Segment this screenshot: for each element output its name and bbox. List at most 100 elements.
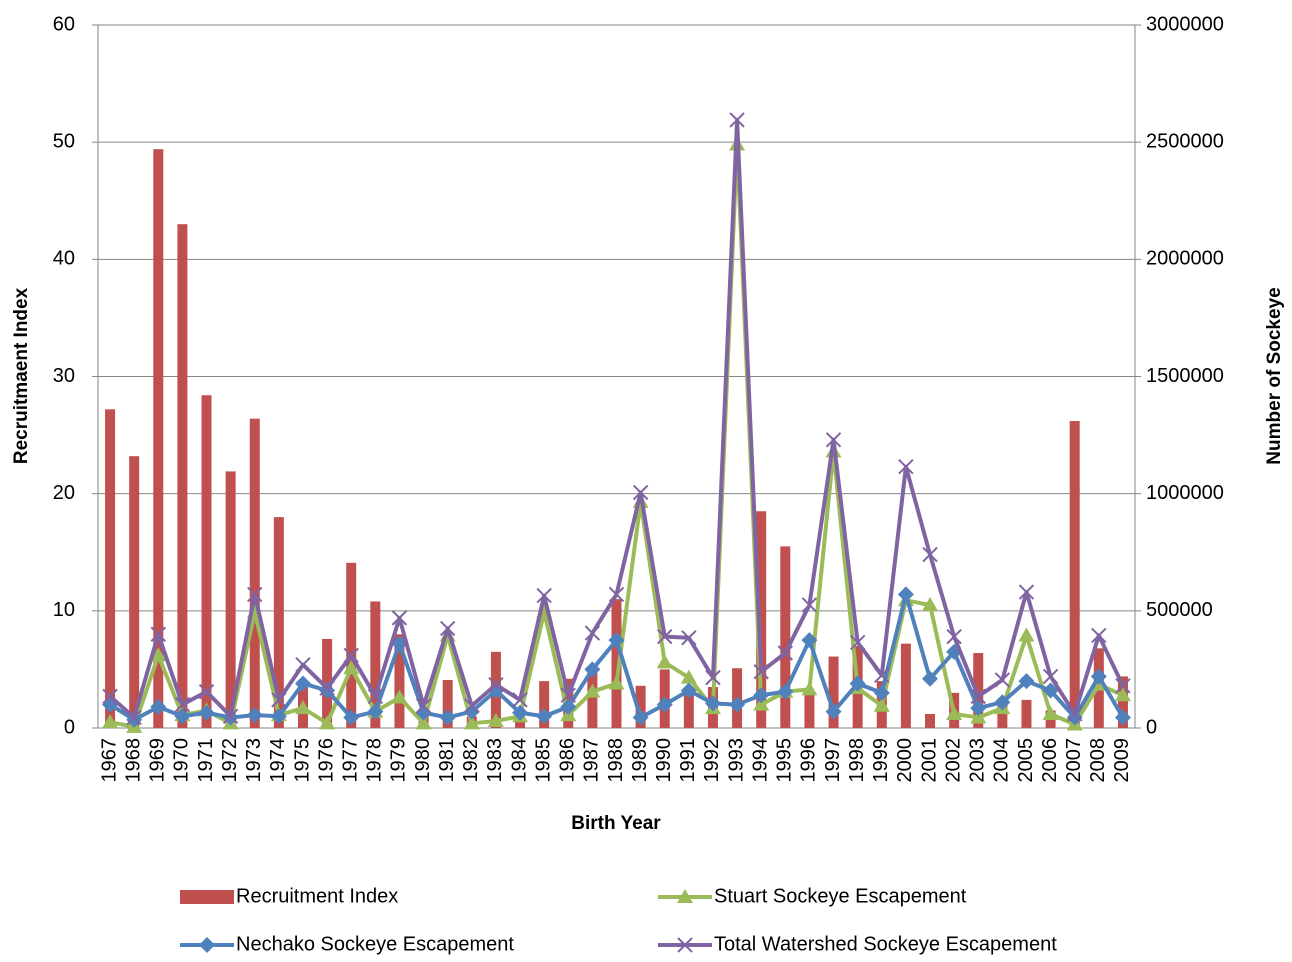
bar: [225, 471, 236, 728]
point: [102, 688, 118, 705]
point: [391, 610, 408, 626]
point: [970, 688, 986, 705]
y-tick-label: 30: [53, 365, 75, 387]
point: [825, 703, 842, 720]
bar: [249, 418, 260, 728]
point: [584, 683, 601, 698]
point: [729, 696, 746, 713]
point: [1114, 709, 1131, 726]
x-tick-label: 1980: [412, 738, 434, 783]
point: [705, 669, 721, 686]
bar: [780, 546, 791, 728]
point: [150, 626, 166, 642]
point: [753, 664, 769, 680]
x-tick-label: 1970: [171, 738, 193, 783]
y-tick-label: 60: [53, 13, 75, 35]
point: [319, 680, 335, 696]
x-tick-label: 1993: [725, 738, 747, 783]
point: [319, 715, 336, 730]
point: [1042, 668, 1059, 685]
x-tick-label: 2008: [1087, 738, 1109, 783]
legend-label: Stuart Sockeye Escapement: [714, 885, 967, 907]
y2-tick-label: 1500000: [1146, 365, 1224, 387]
y-tick-label: 10: [53, 599, 75, 621]
y2-tick-label: 3000000: [1146, 13, 1224, 35]
x-tick-label: 1982: [460, 738, 482, 783]
point: [584, 625, 601, 641]
bar: [973, 653, 984, 728]
x-tick-label: 1996: [798, 738, 820, 783]
x-tick-label: 1971: [195, 738, 217, 783]
bar: [925, 713, 936, 728]
point: [729, 112, 745, 128]
point: [873, 684, 890, 701]
x-tick-label: 1978: [364, 738, 386, 783]
x-tick-label: 2003: [967, 738, 989, 783]
x-tick-label: 1981: [436, 738, 458, 783]
point: [391, 689, 408, 704]
bar: [539, 681, 550, 728]
point: [174, 708, 191, 725]
point: [294, 675, 311, 692]
point: [367, 688, 384, 705]
point: [994, 694, 1011, 711]
y2-tick-label: 2500000: [1146, 130, 1224, 152]
point: [1066, 709, 1083, 726]
legend-marker: [677, 889, 693, 903]
point: [415, 698, 432, 714]
legend-label: Nechako Sockeye Escapement: [236, 933, 514, 955]
point: [246, 707, 263, 724]
point: [1114, 687, 1131, 702]
legend-label: Recruitment Index: [236, 885, 398, 907]
point: [271, 692, 287, 708]
point: [367, 703, 384, 720]
point: [680, 682, 697, 699]
x-tick-label: 1988: [605, 738, 627, 783]
point: [680, 669, 697, 684]
point: [247, 586, 263, 603]
y2-tick-label: 0: [1146, 716, 1157, 738]
point: [777, 683, 794, 700]
point: [994, 672, 1011, 688]
x-tick-label: 1984: [508, 738, 530, 783]
bar: [683, 692, 694, 728]
point: [1067, 706, 1083, 722]
point: [343, 709, 360, 726]
point: [198, 683, 215, 700]
point: [464, 698, 480, 714]
legend-label: Total Watershed Sockeye Escapement: [714, 933, 1057, 955]
point: [536, 587, 552, 604]
point: [777, 645, 794, 661]
bar: [1117, 676, 1128, 728]
point: [681, 630, 697, 646]
bar: [1021, 699, 1032, 728]
point: [704, 695, 721, 712]
point: [801, 681, 818, 696]
bar: [394, 634, 405, 728]
point: [608, 632, 625, 649]
point: [536, 708, 553, 725]
bar: [1069, 421, 1080, 728]
x-tick-label: 1967: [98, 738, 120, 783]
x-tick-label: 1995: [774, 738, 796, 783]
point: [512, 704, 529, 721]
point: [922, 596, 939, 611]
x-tick-label: 1989: [629, 738, 651, 783]
bar: [756, 511, 767, 728]
point: [801, 597, 818, 613]
bar: [804, 692, 815, 728]
bar: [442, 679, 453, 728]
point: [753, 696, 770, 711]
x-tick-label: 1986: [557, 738, 579, 783]
point: [1042, 705, 1059, 720]
point: [1018, 673, 1035, 690]
x-tick-label: 1973: [243, 738, 265, 783]
x-tick-label: 1972: [219, 738, 241, 783]
bar: [273, 517, 284, 728]
point: [801, 632, 818, 649]
x-tick-label: 1990: [653, 738, 675, 783]
point: [343, 660, 360, 675]
point: [1042, 682, 1059, 699]
point: [608, 586, 625, 603]
x-tick-label: 1991: [677, 738, 699, 783]
